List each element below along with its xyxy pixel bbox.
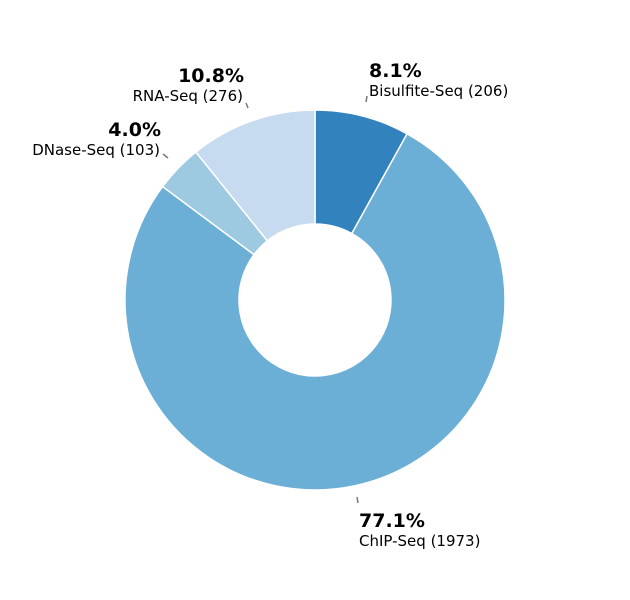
leader-line-rna-seq (245, 102, 249, 109)
labels-layer: 8.1%Bisulfite-Seq (206) 77.1%ChIP-Seq (19… (32, 60, 508, 550)
category-label-dnase-seq: DNase-Seq (103) (32, 141, 160, 159)
percent-label-bisulfite-seq: 8.1% (369, 60, 422, 82)
category-label-rna-seq: RNA-Seq (276) (133, 87, 243, 105)
slice-chip-seq (124, 132, 506, 491)
leader-line-bisulfite-seq (365, 95, 368, 103)
percent-label-rna-seq: 10.8% (178, 65, 244, 87)
slice-rna-seq (194, 109, 316, 242)
percent-label-dnase-seq: 4.0% (108, 119, 161, 141)
category-label-bisulfite-seq: Bisulfite-Seq (206) (369, 82, 508, 100)
percent-label-chip-seq: 77.1% (359, 510, 425, 532)
leader-line-chip-seq (356, 496, 359, 504)
slices-layer (124, 109, 506, 491)
leader-line-dnase-seq (162, 153, 169, 159)
category-label-chip-seq: ChIP-Seq (1973) (359, 532, 480, 550)
